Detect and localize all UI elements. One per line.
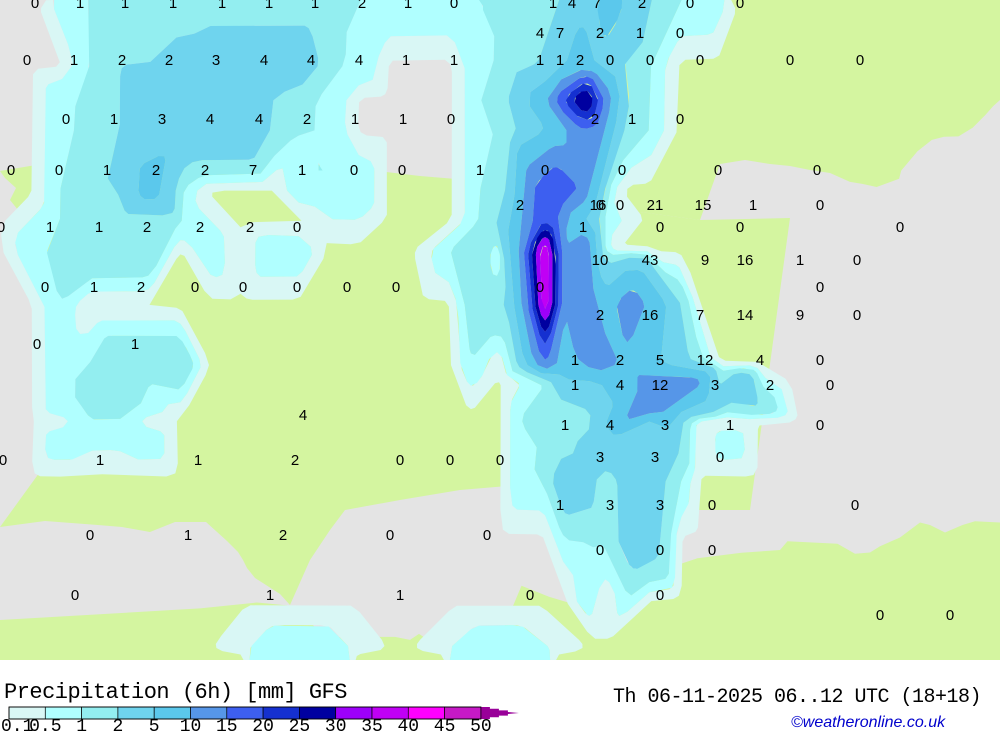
- svg-text:45: 45: [434, 717, 456, 733]
- svg-text:15: 15: [216, 717, 238, 733]
- svg-text:5: 5: [149, 717, 160, 733]
- svg-text:35: 35: [361, 717, 383, 733]
- svg-text:50: 50: [470, 717, 492, 733]
- svg-text:2: 2: [112, 717, 123, 733]
- svg-text:Th 06-11-2025 06..12 UTC (18+1: Th 06-11-2025 06..12 UTC (18+18): [613, 686, 981, 709]
- svg-text:30: 30: [325, 717, 347, 733]
- svg-text:25: 25: [289, 717, 311, 733]
- svg-text:Precipitation (6h) [mm] GFS: Precipitation (6h) [mm] GFS: [4, 680, 347, 705]
- svg-text:40: 40: [397, 717, 419, 733]
- svg-text:0.5: 0.5: [29, 717, 61, 733]
- svg-text:1: 1: [76, 717, 87, 733]
- svg-text:©weatheronline.co.uk: ©weatheronline.co.uk: [791, 714, 946, 731]
- svg-text:20: 20: [252, 717, 274, 733]
- svg-text:10: 10: [180, 717, 202, 733]
